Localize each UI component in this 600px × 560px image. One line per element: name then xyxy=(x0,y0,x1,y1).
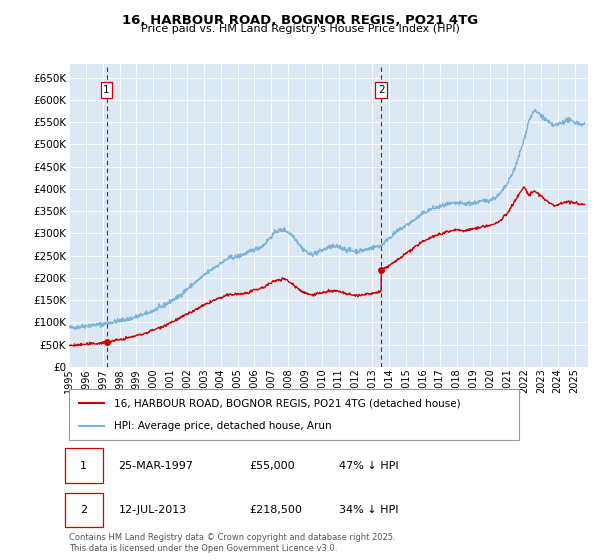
Text: HPI: Average price, detached house, Arun: HPI: Average price, detached house, Arun xyxy=(114,422,332,432)
Text: 1: 1 xyxy=(103,85,110,95)
Text: 34% ↓ HPI: 34% ↓ HPI xyxy=(339,505,398,515)
Text: Price paid vs. HM Land Registry's House Price Index (HPI): Price paid vs. HM Land Registry's House … xyxy=(140,24,460,34)
Text: 25-MAR-1997: 25-MAR-1997 xyxy=(119,461,193,471)
Text: 16, HARBOUR ROAD, BOGNOR REGIS, PO21 4TG (detached house): 16, HARBOUR ROAD, BOGNOR REGIS, PO21 4TG… xyxy=(114,398,461,408)
FancyBboxPatch shape xyxy=(65,493,103,528)
Text: 12-JUL-2013: 12-JUL-2013 xyxy=(119,505,187,515)
Text: 2: 2 xyxy=(378,85,385,95)
Text: Contains HM Land Registry data © Crown copyright and database right 2025.
This d: Contains HM Land Registry data © Crown c… xyxy=(69,533,395,553)
Text: £218,500: £218,500 xyxy=(249,505,302,515)
Text: 1: 1 xyxy=(80,461,87,471)
FancyBboxPatch shape xyxy=(65,449,103,483)
Text: 16, HARBOUR ROAD, BOGNOR REGIS, PO21 4TG: 16, HARBOUR ROAD, BOGNOR REGIS, PO21 4TG xyxy=(122,14,478,27)
Text: 2: 2 xyxy=(80,505,87,515)
Text: £55,000: £55,000 xyxy=(249,461,295,471)
Text: 47% ↓ HPI: 47% ↓ HPI xyxy=(339,461,398,471)
